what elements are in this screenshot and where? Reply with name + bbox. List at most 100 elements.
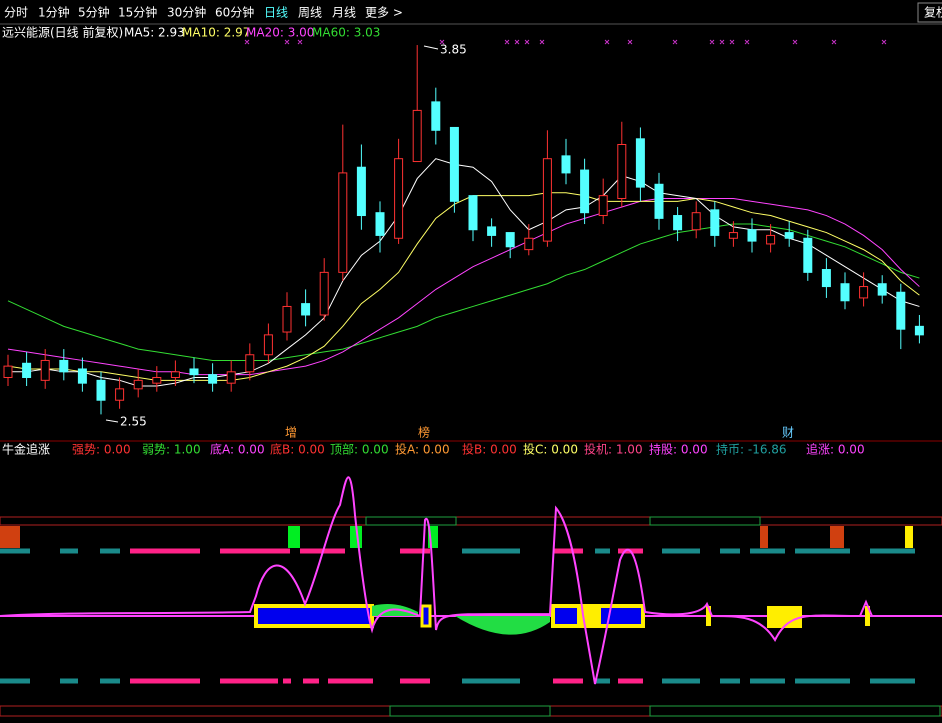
candle-body	[728, 232, 738, 239]
candle-body	[487, 226, 497, 236]
candle-body	[580, 169, 590, 214]
indicator-value: 追涨: 0.00	[806, 442, 865, 457]
candle-body	[115, 388, 125, 401]
signal-strip	[389, 705, 551, 717]
signal-block	[830, 526, 844, 548]
candle-body	[635, 138, 645, 188]
area-fill	[455, 616, 550, 635]
signal-strip	[649, 705, 941, 717]
candle-body	[840, 283, 850, 302]
candle-body	[449, 126, 459, 202]
candle-body	[96, 379, 106, 401]
indicator-line	[0, 476, 942, 685]
toolbar-tab[interactable]: 30分钟	[167, 5, 206, 20]
candle-body	[431, 101, 441, 131]
candle-body	[691, 212, 701, 231]
candle-body	[319, 271, 329, 316]
candle-body	[766, 234, 776, 245]
indicator-value: 底A: 0.00	[210, 442, 265, 457]
toolbar-tab[interactable]: 日线	[264, 6, 288, 20]
annotation-arrow	[105, 419, 119, 423]
indicator-value: 底B: 0.00	[270, 442, 325, 457]
signal-bar	[577, 606, 601, 626]
candle-body	[133, 379, 143, 390]
candle-body	[468, 195, 478, 231]
signal-bar	[254, 604, 374, 628]
ma-line	[7, 223, 920, 361]
fuquan-button[interactable]: 复权	[924, 6, 942, 20]
toolbar-tab[interactable]: 15分钟	[118, 5, 157, 20]
signal-bar	[706, 606, 711, 626]
candle-body	[896, 291, 906, 330]
candle-body	[505, 232, 515, 248]
annotation: 2.55	[120, 415, 147, 429]
candle-body	[22, 362, 32, 378]
candle-body	[524, 237, 534, 251]
candle-body	[77, 368, 87, 384]
annotation-arrow	[423, 45, 439, 50]
candle-body	[245, 354, 255, 373]
candle-body	[3, 365, 13, 378]
candle-body	[821, 269, 831, 288]
signal-bar	[865, 606, 870, 626]
signal-strip	[365, 516, 457, 526]
candle-body	[282, 305, 292, 333]
candle-body	[189, 368, 199, 376]
indicator-value: 持股: 0.00	[649, 442, 708, 457]
event-label: 榜	[418, 425, 430, 440]
candle-body	[542, 158, 552, 242]
signal-bar	[767, 606, 802, 628]
signal-strip	[649, 516, 761, 526]
candle-body	[710, 209, 720, 236]
event-label: 财	[782, 426, 794, 440]
candle-body	[263, 334, 273, 356]
signal-marks	[244, 39, 887, 45]
toolbar-tab[interactable]: 1分钟	[38, 5, 70, 20]
toolbar-tab[interactable]: 分时	[4, 6, 28, 20]
signal-bar	[420, 604, 432, 628]
signal-block	[288, 526, 300, 548]
candle-body	[170, 371, 180, 378]
indicator-value: 持币: -16.86	[716, 442, 787, 457]
signal-block	[0, 526, 20, 548]
indicator-value: 弱势: 1.00	[142, 443, 201, 457]
annotation: 3.85	[440, 43, 467, 57]
candle-body	[803, 237, 813, 273]
event-label: 增	[285, 426, 297, 440]
toolbar-tab[interactable]: 5分钟	[78, 5, 110, 20]
indicator-value: 投机: 1.00	[584, 442, 643, 457]
ma-line	[7, 197, 920, 376]
legend-entry: MA5: 2.93	[124, 26, 185, 40]
candle-body	[561, 155, 571, 174]
indicator-value: 投C: 0.00	[523, 442, 578, 457]
ma-line	[8, 158, 920, 387]
toolbar-tab[interactable]: 60分钟	[215, 5, 254, 20]
candle-body	[412, 109, 422, 163]
chart-title: 远兴能源(日线 前复权)	[2, 25, 123, 40]
legend-entry: MA20: 3.00	[246, 26, 314, 40]
indicator-value: 投B: 0.00	[462, 442, 517, 457]
indicator-graphics	[0, 476, 942, 717]
candle-body	[654, 183, 664, 219]
signal-strip	[0, 516, 942, 526]
toolbar-tab[interactable]: 周线	[298, 6, 322, 20]
candle-body	[356, 166, 366, 217]
candle-body	[598, 195, 608, 217]
toolbar-tab[interactable]: 月线	[332, 6, 356, 20]
candle-body	[59, 359, 69, 373]
candle-body	[375, 212, 385, 236]
legend-entry: MA60: 3.03	[312, 26, 380, 40]
candle-body	[747, 229, 757, 242]
legend-entry: MA10: 2.97	[182, 26, 250, 40]
candle-body	[152, 376, 162, 384]
signal-block	[760, 526, 768, 548]
candle-body	[208, 374, 218, 384]
candle-body	[226, 371, 236, 384]
indicator-value: 强势: 0.00	[72, 443, 131, 457]
toolbar-tab[interactable]: 更多 >	[365, 6, 403, 20]
fuquan-button-frame[interactable]	[917, 2, 942, 23]
candle-body	[394, 158, 404, 239]
signal-block	[905, 526, 913, 548]
